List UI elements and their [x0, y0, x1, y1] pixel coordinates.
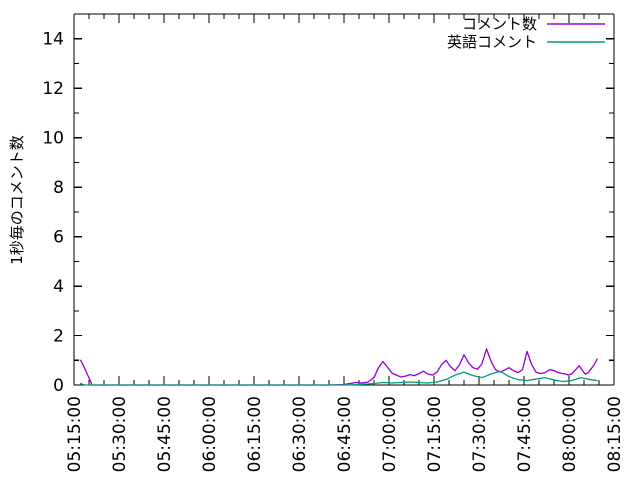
y-tick-label: 2	[53, 327, 64, 347]
y-tick-label: 14	[42, 30, 64, 50]
y-tick-label: 0	[53, 376, 64, 396]
y-tick-label: 4	[53, 277, 64, 297]
legend-label-1: コメント数	[462, 15, 537, 33]
x-tick-label: 06:00:00	[200, 396, 220, 472]
legend-label-2: 英語コメント	[447, 33, 537, 51]
y-tick-label: 6	[53, 228, 64, 248]
x-tick-label: 08:00:00	[560, 396, 580, 472]
x-tick-label: 05:15:00	[65, 396, 85, 472]
x-tick-label: 08:15:00	[605, 396, 625, 472]
x-tick-label: 06:30:00	[290, 396, 310, 472]
y-axis-ticks: 0 2 4 6 8 10 12 14	[42, 13, 614, 396]
x-tick-label: 06:45:00	[335, 396, 355, 472]
x-axis-ticks: 05:15:00 05:30:00 05:45:00 06:00:00 06:15:00…	[65, 14, 625, 472]
data-series-group	[79, 348, 598, 386]
x-tick-label: 07:45:00	[515, 396, 535, 472]
y-tick-label: 12	[42, 79, 64, 99]
x-tick-label: 05:45:00	[155, 396, 175, 472]
x-tick-label: 07:30:00	[470, 396, 490, 472]
y-tick-label: 8	[53, 178, 64, 198]
x-tick-label: 07:00:00	[380, 396, 400, 472]
x-tick-label: 06:15:00	[245, 396, 265, 472]
y-axis-label: 1秒毎のコメント数	[8, 135, 26, 265]
x-tick-label: 05:30:00	[110, 396, 130, 472]
y-tick-label: 10	[42, 129, 64, 149]
axis-frame	[73, 13, 615, 386]
series-line-2	[79, 370, 598, 386]
plot-frame	[73, 13, 615, 386]
x-tick-label: 07:15:00	[425, 396, 445, 472]
